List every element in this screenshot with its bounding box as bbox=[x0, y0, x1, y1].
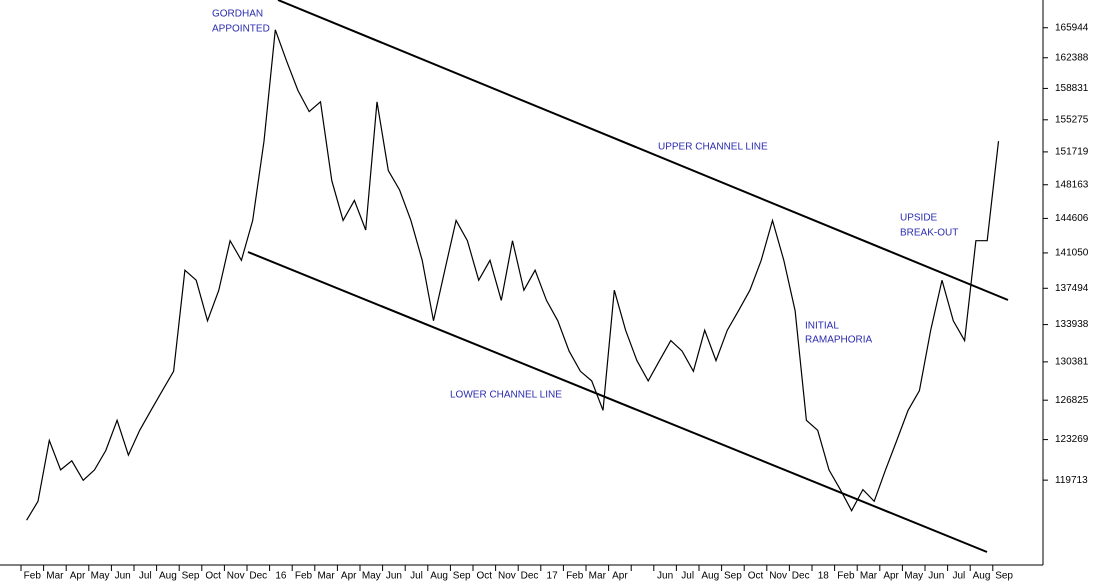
x-tick-label: Nov bbox=[769, 571, 787, 582]
x-tick-label: Aug bbox=[701, 571, 719, 582]
x-tick-label: May bbox=[362, 571, 381, 582]
x-tick-label: Nov bbox=[498, 571, 516, 582]
y-tick-label: 119713 bbox=[1055, 475, 1088, 486]
x-tick-label: May bbox=[91, 571, 110, 582]
x-tick-label: Jun bbox=[115, 571, 131, 582]
price-line bbox=[26, 29, 1000, 521]
x-tick-label: Oct bbox=[748, 571, 764, 582]
y-tick-label: 133938 bbox=[1055, 319, 1089, 330]
y-tick-label: 151719 bbox=[1055, 147, 1089, 158]
x-tick-label: Jun bbox=[386, 571, 402, 582]
y-tick-label: 148163 bbox=[1055, 179, 1089, 190]
x-tick-label: Apr bbox=[612, 571, 628, 582]
y-tick-label: 141050 bbox=[1055, 248, 1089, 259]
x-tick-label: Feb bbox=[837, 571, 855, 582]
annotation: RAMAPHORIA bbox=[805, 335, 873, 346]
x-tick-label: Sep bbox=[453, 571, 471, 582]
x-tick-label: Mar bbox=[317, 571, 335, 582]
x-tick-label: 17 bbox=[547, 571, 559, 582]
x-tick-label: Jul bbox=[410, 571, 423, 582]
x-tick-label: Apr bbox=[883, 571, 899, 582]
x-tick-label: Oct bbox=[477, 571, 493, 582]
y-tick-label: 144606 bbox=[1055, 213, 1089, 224]
x-tick-label: Jul bbox=[953, 571, 966, 582]
x-tick-label: Sep bbox=[724, 571, 742, 582]
x-tick-label: 16 bbox=[275, 571, 287, 582]
x-tick-label: Sep bbox=[995, 571, 1013, 582]
x-tick-label: Dec bbox=[249, 571, 267, 582]
x-tick-label: Mar bbox=[860, 571, 878, 582]
annotation: INITIAL bbox=[805, 321, 839, 332]
y-tick-label: 162388 bbox=[1055, 52, 1089, 63]
annotation: GORDHAN bbox=[212, 9, 263, 20]
x-tick-label: Nov bbox=[227, 571, 245, 582]
x-tick-label: Feb bbox=[24, 571, 42, 582]
annotation: LOWER CHANNEL LINE bbox=[450, 390, 562, 401]
x-tick-label: Oct bbox=[205, 571, 221, 582]
y-tick-label: 126825 bbox=[1055, 395, 1089, 406]
x-tick-label: Dec bbox=[521, 571, 539, 582]
x-tick-label: Jul bbox=[681, 571, 694, 582]
x-tick-label: Jun bbox=[928, 571, 944, 582]
x-tick-label: Aug bbox=[159, 571, 177, 582]
lower-channel-line bbox=[247, 251, 988, 553]
x-tick-label: Dec bbox=[792, 571, 810, 582]
upper-channel-line bbox=[277, 0, 1009, 301]
x-tick-label: Apr bbox=[70, 571, 86, 582]
y-tick-label: 158831 bbox=[1055, 83, 1089, 94]
x-tick-label: Feb bbox=[566, 571, 584, 582]
y-tick-label: 155275 bbox=[1055, 114, 1089, 125]
x-tick-label: Sep bbox=[182, 571, 200, 582]
x-tick-label: Mar bbox=[589, 571, 607, 582]
annotation: APPOINTED bbox=[212, 24, 270, 35]
x-tick-label: Jun bbox=[657, 571, 673, 582]
annotation: UPSIDE bbox=[900, 213, 938, 224]
y-tick-label: 165944 bbox=[1055, 22, 1089, 33]
x-tick-label: 18 bbox=[818, 571, 830, 582]
annotation: BREAK-OUT bbox=[900, 228, 958, 239]
x-tick-label: Feb bbox=[295, 571, 313, 582]
y-tick-label: 123269 bbox=[1055, 434, 1089, 445]
x-tick-label: Aug bbox=[973, 571, 991, 582]
x-tick-label: Jul bbox=[139, 571, 152, 582]
x-tick-label: Mar bbox=[46, 571, 64, 582]
annotation: UPPER CHANNEL LINE bbox=[658, 142, 768, 153]
x-tick-label: Aug bbox=[430, 571, 448, 582]
y-tick-label: 137494 bbox=[1055, 283, 1089, 294]
x-tick-label: Apr bbox=[341, 571, 357, 582]
y-tick-label: 130381 bbox=[1055, 357, 1089, 368]
x-tick-label: May bbox=[904, 571, 923, 582]
